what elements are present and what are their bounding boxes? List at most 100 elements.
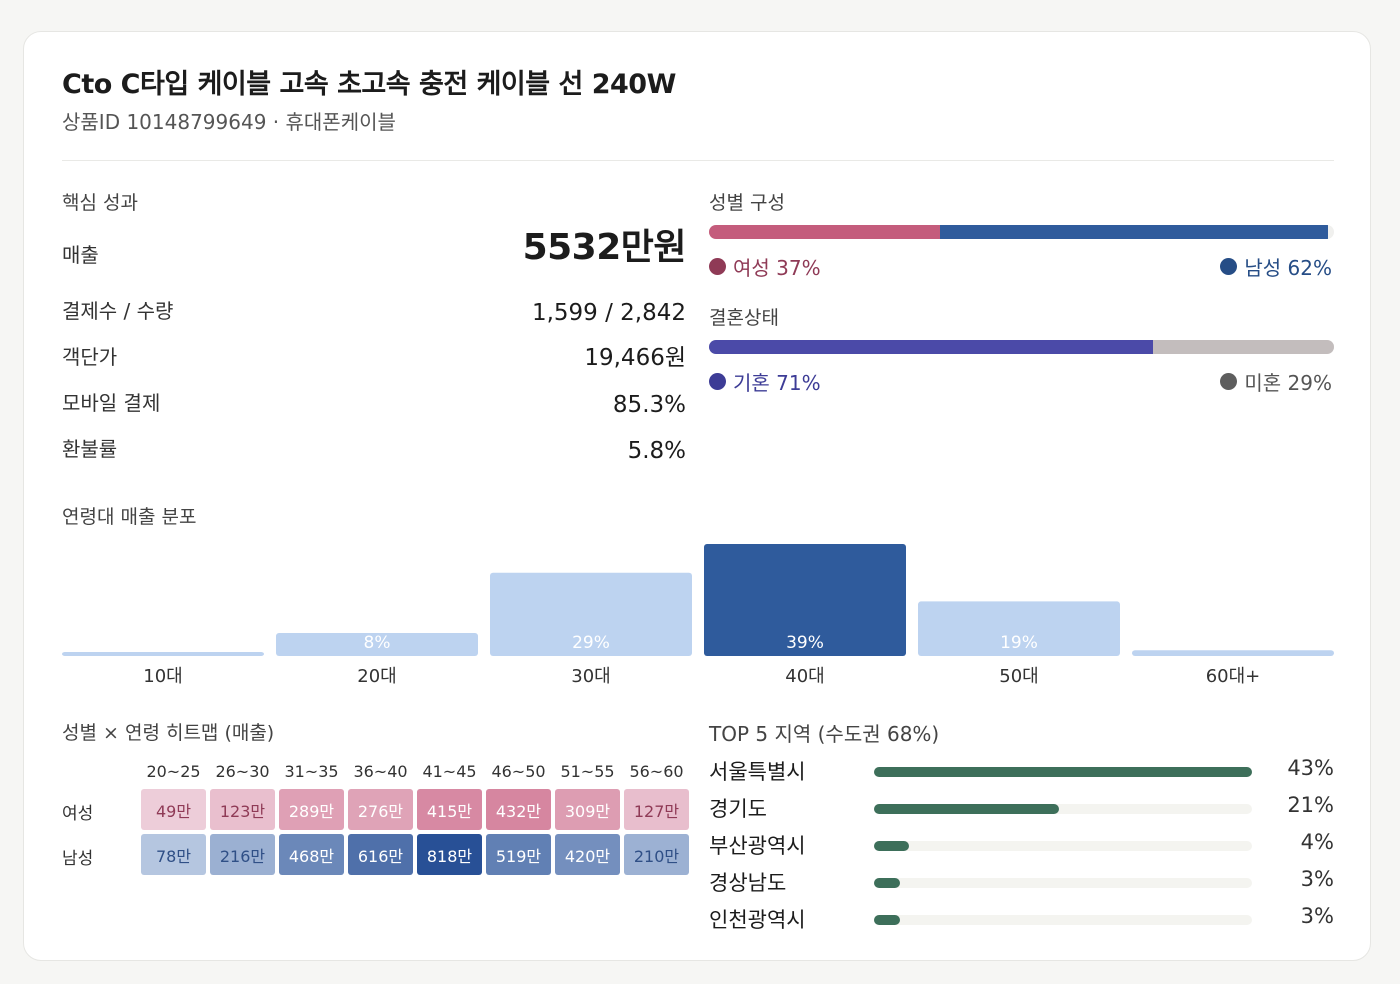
age-bar xyxy=(62,652,264,656)
heatmap-cell: 309만 xyxy=(555,789,620,830)
kpi-label: 환불률 xyxy=(62,437,118,461)
female-dot-icon xyxy=(709,258,726,275)
married-dot-icon xyxy=(709,373,726,390)
gender-male-legend: 남성 62% xyxy=(1220,252,1332,281)
heatmap-cell: 276만 xyxy=(348,789,413,830)
heatmap-row-label: 여성 xyxy=(62,804,94,824)
region-bar-track xyxy=(874,767,1252,777)
age-bar-data-label: 39% xyxy=(786,633,824,653)
age-category-label: 60대+ xyxy=(1206,666,1261,687)
marital-section-label: 결혼상태 xyxy=(709,307,779,329)
heatmap-column-label: 51~55 xyxy=(560,762,615,781)
region-bar xyxy=(874,841,910,851)
heatmap-cell: 519만 xyxy=(486,834,551,875)
heatmap-cell: 289만 xyxy=(279,789,344,830)
marital-single-segment xyxy=(1152,340,1334,354)
region-bar-track xyxy=(874,841,1252,851)
age-bar xyxy=(1132,650,1334,656)
product-card: Cto C타입 케이블 고속 초고속 충전 케이블 선 240W 상품ID 10… xyxy=(23,31,1371,961)
single-legend-label: 미혼 29% xyxy=(1244,371,1332,395)
age-category-label: 50대 xyxy=(999,666,1038,687)
age-bar-data-label: 19% xyxy=(1000,633,1038,653)
kpi-value: 85.3% xyxy=(612,392,686,418)
gender-age-heatmap: 20~25 26~30 31~35 36~40 41~45 46~50 51~55 56~60… xyxy=(62,752,689,882)
heatmap-cell: 127만 xyxy=(624,789,689,830)
age-bar xyxy=(704,544,906,656)
age-distribution-chart: 10대 8% 20대 29% 30대 39% 40대 19% 50대 60대+ xyxy=(62,544,1334,687)
age-bar xyxy=(490,572,692,656)
region-percent: 21% xyxy=(1287,793,1334,817)
heatmap-column-label: 56~60 xyxy=(629,762,684,781)
region-bar-track xyxy=(874,878,1252,888)
male-dot-icon xyxy=(1220,258,1238,275)
age-chart-title: 연령대 매출 분포 xyxy=(62,506,197,528)
gender-female-segment xyxy=(709,225,941,239)
region-name: 경기도 xyxy=(709,797,767,821)
heatmap-column-label: 20~25 xyxy=(146,762,201,781)
age-category-label: 20대 xyxy=(357,666,396,687)
marital-stack-bar xyxy=(709,340,1334,354)
heatmap-column-label: 41~45 xyxy=(422,762,477,781)
age-category-label: 30대 xyxy=(571,666,610,687)
female-legend-label: 여성 37% xyxy=(733,256,821,280)
heatmap-column-label: 26~30 xyxy=(215,762,270,781)
age-bar xyxy=(276,633,478,656)
heatmap-cell: 49만 xyxy=(141,789,206,830)
header-divider xyxy=(62,160,1334,161)
kpi-value: 1,599 / 2,842 xyxy=(531,300,686,326)
heatmap-column-label: 46~50 xyxy=(491,762,546,781)
kpi-row-revenue: 매출 5532만원 xyxy=(62,227,687,272)
heatmap-cell: 123만 xyxy=(210,789,275,830)
kpi-row-orders: 결제수 / 수량 1,599 / 2,842 xyxy=(62,294,686,328)
kpi-row-aov: 객단가 19,466원 xyxy=(62,340,686,374)
region-bar xyxy=(874,878,901,888)
region-bar xyxy=(874,915,901,925)
male-legend-label: 남성 62% xyxy=(1244,256,1332,280)
region-bar-track xyxy=(874,804,1252,814)
heatmap-column-label: 36~40 xyxy=(353,762,408,781)
heatmap-cell: 818만 xyxy=(417,834,482,875)
kpi-section-label: 핵심 성과 xyxy=(62,192,138,214)
heatmap-cell: 216만 xyxy=(210,834,275,875)
age-bar-data-label: 29% xyxy=(572,633,610,653)
region-row: 서울특별시 43% xyxy=(709,756,1334,786)
heatmap-column-label: 31~35 xyxy=(284,762,339,781)
gender-stack-bar xyxy=(709,225,1334,239)
region-name: 인천광역시 xyxy=(709,908,806,932)
region-percent: 3% xyxy=(1300,867,1334,891)
heatmap-row-label: 남성 xyxy=(62,849,94,869)
region-row: 경상남도 3% xyxy=(709,867,1334,897)
region-row: 경기도 21% xyxy=(709,793,1334,823)
region-row: 인천광역시 3% xyxy=(709,904,1334,934)
heatmap-title: 성별 × 연령 히트맵 (매출) xyxy=(62,722,275,744)
gender-section-label: 성별 구성 xyxy=(709,192,785,214)
region-bar xyxy=(874,767,1252,777)
heatmap-cell: 210만 xyxy=(624,834,689,875)
region-name: 부산광역시 xyxy=(709,834,806,858)
product-title: Cto C타입 케이블 고속 초고속 충전 케이블 선 240W xyxy=(62,69,676,100)
product-subtitle: 상품ID 10148799649 · 휴대폰케이블 xyxy=(62,110,396,134)
heatmap-cell: 78만 xyxy=(141,834,206,875)
region-row: 부산광역시 4% xyxy=(709,830,1334,860)
region-name: 경상남도 xyxy=(709,871,787,895)
kpi-value: 5.8% xyxy=(627,438,686,464)
region-percent: 43% xyxy=(1287,756,1334,780)
region-bar xyxy=(874,804,1059,814)
kpi-label: 모바일 결제 xyxy=(62,391,161,415)
kpi-row-refund: 환불률 5.8% xyxy=(62,432,686,466)
single-dot-icon xyxy=(1220,373,1238,390)
heatmap-cell: 468만 xyxy=(279,834,344,875)
gender-female-legend: 여성 37% xyxy=(709,252,821,281)
kpi-value: 5532만원 xyxy=(522,227,687,268)
age-category-label: 10대 xyxy=(143,666,182,687)
age-category-label: 40대 xyxy=(785,666,824,687)
age-bar-data-label: 8% xyxy=(364,633,391,653)
heatmap-cell: 432만 xyxy=(486,789,551,830)
kpi-value: 19,466원 xyxy=(584,345,686,371)
age-bar xyxy=(918,601,1120,656)
married-legend-label: 기혼 71% xyxy=(733,371,821,395)
regions-title: TOP 5 지역 (수도권 68%) xyxy=(709,722,940,746)
region-name: 서울특별시 xyxy=(709,760,806,784)
region-bar-track xyxy=(874,915,1252,925)
marital-married-segment xyxy=(709,340,1153,354)
